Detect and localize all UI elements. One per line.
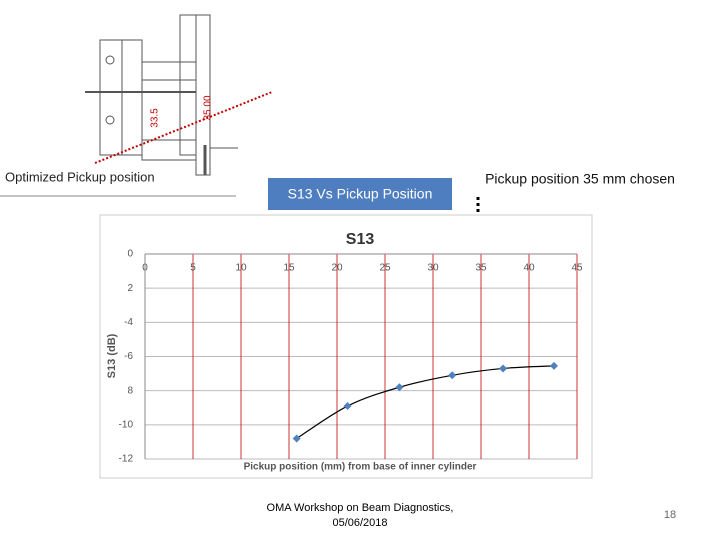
base bbox=[141, 139, 197, 161]
note: Pickup position 35 mm chosen bbox=[485, 171, 675, 187]
data-point bbox=[395, 383, 404, 392]
y-tick-label: -4 bbox=[124, 317, 133, 328]
bolt bbox=[105, 55, 115, 65]
x-tick-label: 15 bbox=[283, 263, 295, 274]
x-tick-label: 20 bbox=[331, 263, 343, 274]
y-tick-label: 2 bbox=[127, 283, 133, 294]
x-tick-label: 5 bbox=[190, 263, 196, 274]
data-point bbox=[499, 364, 508, 373]
drawing-label: Optimized Pickup position bbox=[5, 169, 155, 184]
dimension: 35.00 bbox=[203, 95, 214, 120]
bolt bbox=[105, 115, 115, 125]
dimension: 33.5 bbox=[150, 108, 161, 128]
y-tick-label: 8 bbox=[127, 385, 133, 396]
x-tick-label: 40 bbox=[523, 263, 535, 274]
plot: 02-4-68-10-12051015202530354045 bbox=[119, 249, 583, 465]
x-tick-label: 45 bbox=[571, 263, 583, 274]
x-tick-label: 30 bbox=[427, 263, 439, 274]
x-tick-label: 25 bbox=[379, 263, 391, 274]
callout-box bbox=[268, 178, 452, 210]
chart-frame bbox=[99, 214, 593, 479]
y-tick-label: -10 bbox=[119, 419, 134, 430]
trendline bbox=[296, 365, 554, 440]
y-tick-label: -6 bbox=[124, 351, 133, 362]
data-point bbox=[448, 371, 457, 380]
data-point bbox=[292, 434, 301, 443]
x-axis-label: Pickup position (mm) from base of inner … bbox=[244, 462, 477, 473]
footer-date: 05/06/2018 bbox=[332, 517, 387, 529]
wall bbox=[121, 39, 143, 156]
x-tick-label: 35 bbox=[475, 263, 487, 274]
technical-drawing bbox=[0, 14, 238, 197]
chart-title: S13 bbox=[346, 231, 375, 248]
footer-event: OMA Workshop on Beam Diagnostics, bbox=[267, 502, 454, 514]
y-tick-label: -12 bbox=[119, 454, 134, 465]
callout-text: S13 Vs Pickup Position bbox=[288, 186, 433, 202]
y-axis-label: S13 (dB) bbox=[106, 333, 118, 378]
y-tick-label: 0 bbox=[127, 249, 133, 260]
x-tick-label: 10 bbox=[235, 263, 247, 274]
page-number: 18 bbox=[664, 509, 676, 521]
data-point bbox=[343, 402, 352, 411]
wall bbox=[195, 14, 211, 176]
data-point bbox=[549, 361, 558, 370]
